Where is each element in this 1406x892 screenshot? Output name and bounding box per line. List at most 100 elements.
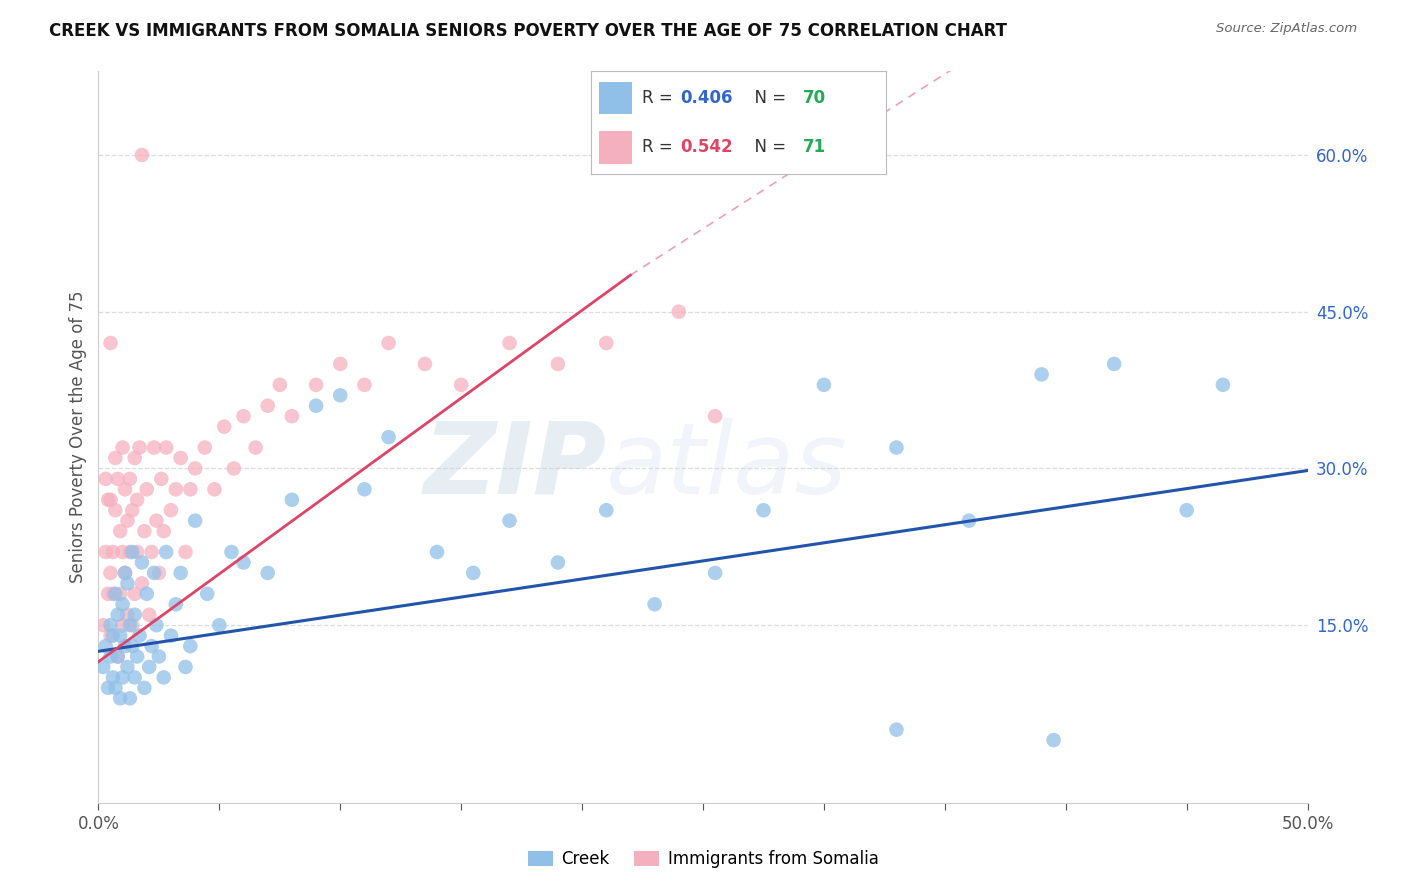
Point [131, 576, 153, 591]
Point [595, 503, 617, 517]
Point [104, 450, 127, 465]
Point [426, 545, 449, 559]
Point [957, 514, 980, 528]
Point [547, 556, 569, 570]
Point [179, 483, 201, 497]
FancyBboxPatch shape [599, 131, 631, 163]
Point [204, 483, 226, 497]
Point [160, 629, 183, 643]
Point [100, 492, 122, 507]
Point [232, 556, 254, 570]
Point [208, 618, 231, 632]
Point [165, 597, 187, 611]
Point [169, 566, 191, 580]
Y-axis label: Seniors Poverty Over the Age of 75: Seniors Poverty Over the Age of 75 [69, 291, 87, 583]
Point [245, 441, 267, 455]
Point [108, 691, 131, 706]
Point [174, 545, 197, 559]
Point [114, 639, 136, 653]
Point [111, 618, 134, 632]
Text: R =: R = [643, 138, 678, 156]
Point [704, 566, 727, 580]
Point [145, 514, 167, 528]
Point [377, 430, 399, 444]
Point [463, 566, 485, 580]
Point [91, 660, 114, 674]
Point [413, 357, 436, 371]
Point [141, 639, 163, 653]
Point [232, 409, 254, 424]
Point [97, 587, 120, 601]
Text: R =: R = [643, 89, 678, 107]
Point [135, 483, 157, 497]
Point [148, 649, 170, 664]
Text: Source: ZipAtlas.com: Source: ZipAtlas.com [1216, 22, 1357, 36]
Point [100, 336, 122, 351]
FancyBboxPatch shape [599, 82, 631, 114]
Point [117, 576, 139, 591]
Point [212, 419, 235, 434]
Point [108, 587, 131, 601]
Point [155, 441, 177, 455]
Point [104, 503, 127, 517]
Point [100, 649, 122, 664]
Point [269, 377, 291, 392]
Point [101, 629, 124, 643]
Point [107, 649, 129, 664]
Point [179, 639, 201, 653]
Point [886, 723, 908, 737]
Point [97, 492, 120, 507]
Point [127, 545, 149, 559]
Point [1212, 377, 1234, 392]
Point [101, 587, 124, 601]
Point [256, 566, 278, 580]
Point [305, 399, 328, 413]
Point [100, 618, 122, 632]
Point [94, 545, 117, 559]
Point [195, 587, 218, 601]
Point [150, 472, 173, 486]
Point [104, 587, 127, 601]
Point [138, 607, 160, 622]
Point [131, 148, 153, 162]
Point [1031, 368, 1053, 382]
Point [127, 649, 149, 664]
Point [135, 587, 157, 601]
Point [127, 492, 149, 507]
Point [117, 514, 139, 528]
Point [104, 681, 127, 695]
Text: CREEK VS IMMIGRANTS FROM SOMALIA SENIORS POVERTY OVER THE AGE OF 75 CORRELATION : CREEK VS IMMIGRANTS FROM SOMALIA SENIORS… [49, 22, 1007, 40]
Point [174, 660, 197, 674]
Point [152, 524, 174, 538]
Point [124, 607, 146, 622]
Point [107, 649, 129, 664]
Point [377, 336, 399, 351]
Point [256, 399, 278, 413]
Point [1102, 357, 1125, 371]
Point [138, 660, 160, 674]
Point [111, 441, 134, 455]
Point [111, 545, 134, 559]
Point [886, 441, 908, 455]
Point [145, 618, 167, 632]
Point [91, 618, 114, 632]
Point [114, 566, 136, 580]
Point [353, 377, 375, 392]
Point [498, 514, 520, 528]
Point [1042, 733, 1064, 747]
Point [668, 304, 690, 318]
Point [704, 409, 727, 424]
Point [121, 618, 143, 632]
Text: N =: N = [744, 89, 792, 107]
Point [644, 597, 666, 611]
Text: 0.542: 0.542 [681, 138, 733, 156]
Point [118, 618, 141, 632]
Point [134, 681, 156, 695]
Point [131, 556, 153, 570]
Point [94, 639, 117, 653]
Point [222, 461, 245, 475]
Point [194, 441, 217, 455]
Point [111, 670, 134, 684]
Point [152, 670, 174, 684]
Text: atlas: atlas [606, 417, 848, 515]
